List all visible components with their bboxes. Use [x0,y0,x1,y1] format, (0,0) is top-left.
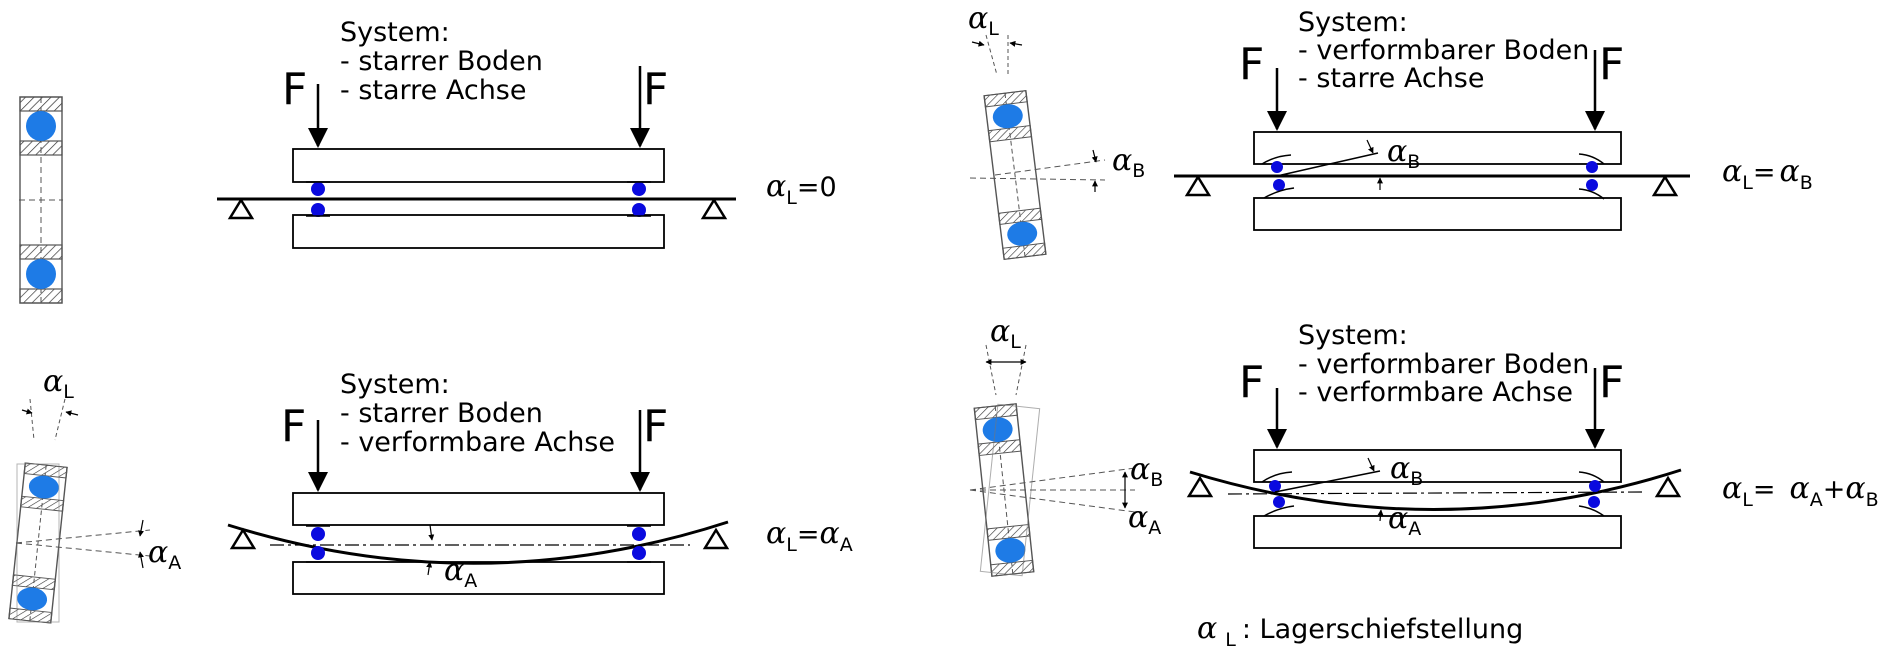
force-label: F [1599,357,1624,408]
force-label: F [643,401,668,452]
system-line: - verformbarer Boden [1298,35,1589,66]
system-line: - verformbare Achse [1298,377,1573,408]
angle-reference-line [985,34,998,76]
bearing-angle-label: αB [1130,452,1163,491]
angle-arrow [1377,509,1384,522]
beam-angle-label: αA [1388,501,1421,540]
angle-arrow [1366,139,1374,154]
force-label: F [1599,39,1624,90]
lower-plate [292,214,665,249]
angle-arrow [65,410,79,417]
bearing-angle-label: αA [1128,500,1161,539]
angle-arrow [138,519,144,537]
panel-flexible-floor-rigid-axle: αL αB αB F F System: - verformbarer Bode… [968,1,1813,261]
upper-plate [292,148,665,183]
bearing-seat-marks [1261,153,1605,200]
panel-rigid-floor-rigid-axle: F F System: - starrer Boden - starre Ach… [19,17,837,304]
angle-arrow [971,40,985,47]
support-right [1652,175,1678,197]
support-left [1185,175,1211,197]
support-right [703,528,729,550]
system-line: - starre Achse [1298,63,1484,94]
force-label: F [1239,357,1264,408]
support-left [1187,476,1213,498]
upper-plate [292,492,665,526]
bearing-angle-label: αA [148,535,181,574]
result-equation: αL=0 [766,169,837,209]
system-heading: System: [1298,7,1408,38]
system-heading: System: [340,17,450,48]
axle-deflected [227,520,729,565]
angle-reference-line [985,344,997,396]
system-line: - starrer Boden [340,46,543,77]
bearing-seat-marks [1261,471,1605,517]
axle-centerline [1227,491,1646,495]
force-label: F [281,401,306,452]
angle-arrow [426,561,433,576]
angle-reference-line [1274,470,1381,493]
support-left [228,198,254,220]
system-line: - starrer Boden [340,398,543,429]
angle-reference-line [994,159,1106,176]
panel-flexible-floor-flexible-axle: αL αB αA αB αA F F System: - verformbare… [969,314,1879,577]
angle-reference-line [969,177,1106,181]
force-label: F [1239,39,1264,90]
panel-rigid-floor-flexible-axle: αL αA αA F F System: - starrer Boden - v… [8,364,853,624]
lower-plate [1253,515,1622,549]
angle-reference-line [15,542,151,557]
bearing-symbol-tilted [983,89,1047,261]
force-label: F [282,64,307,115]
beam-bearing-balls [1269,480,1601,508]
beam-bearing-balls [311,527,646,560]
bearing-symbol [19,96,63,304]
result-equation: αL=αA [766,516,853,556]
lower-plate [1253,197,1622,231]
bearing-angle-label: αL [43,364,74,403]
result-equation: αL= αA+αB [1722,471,1879,511]
beam-angle-label: αB [1387,134,1420,173]
angle-arrow [138,551,144,569]
angle-reference-line [15,529,151,544]
force-label: F [643,64,668,115]
system-line: - starre Achse [340,75,526,106]
angle-reference-line [969,467,1136,491]
system-heading: System: [1298,320,1408,351]
angle-reference-line [1276,152,1379,177]
upper-plate [1253,131,1622,165]
axle-deflected [1189,468,1682,511]
result-equation: αL= αB [1722,154,1813,194]
angle-reference-line [1015,344,1027,396]
beam-angle-label: αA [444,553,477,592]
support-right [1655,476,1681,498]
support-right [701,198,727,220]
beam-bearing-balls [1271,161,1598,191]
bearing-angle-label: αL [990,314,1021,353]
angle-arrow [428,524,435,541]
upper-plate [1253,449,1622,483]
system-line: - verformbarer Boden [1298,349,1589,380]
angle-arrow [21,408,33,415]
angle-arrow [1367,457,1375,472]
bearing-seat-marks [306,525,651,563]
system-heading: System: [340,369,450,400]
system-line: - verformbare Achse [340,427,615,458]
angle-reference-line [54,398,66,441]
bearing-symbol-ghost [979,403,1041,577]
angle-reference-line [29,398,35,441]
lower-plate [292,561,665,595]
beam-bearing-balls [311,182,646,217]
beam-angle-label: αB [1390,451,1423,490]
bearing-angle-label: αL [968,1,999,40]
bearing-angle-label: αB [1112,143,1145,182]
angle-arrow [1009,40,1023,47]
angle-reference-line [969,489,1136,513]
bearing-seat-marks [306,181,651,217]
angle-arrow [1091,149,1098,163]
